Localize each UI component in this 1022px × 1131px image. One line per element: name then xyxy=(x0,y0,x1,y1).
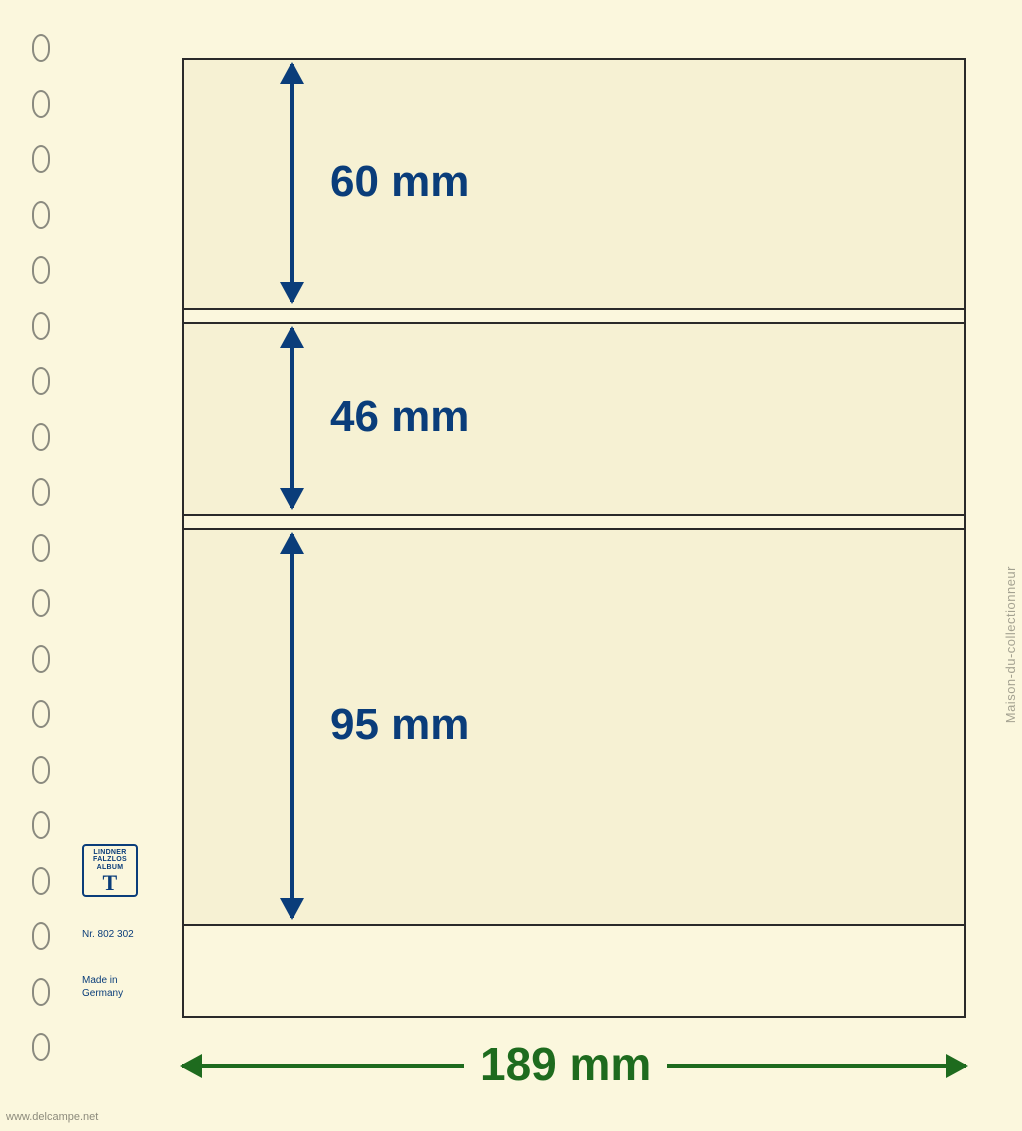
binder-hole xyxy=(32,645,50,673)
product-reference: Nr. 802 302 xyxy=(82,928,134,941)
pocket-height-arrow xyxy=(290,64,294,302)
pocket-strip xyxy=(184,530,964,926)
brand-logo-box: LINDNER FALZLOS ALBUM T xyxy=(82,844,138,897)
binder-hole xyxy=(32,978,50,1006)
pocket-gap xyxy=(184,310,964,324)
binder-hole xyxy=(32,700,50,728)
binder-hole xyxy=(32,1033,50,1061)
binder-hole xyxy=(32,534,50,562)
logo-line2: FALZLOS xyxy=(86,856,134,863)
width-dimension-label: 189 mm xyxy=(464,1037,667,1091)
binder-hole xyxy=(32,867,50,895)
binder-hole xyxy=(32,90,50,118)
album-page: 189 mm LINDNER FALZLOS ALBUM T Nr. 802 3… xyxy=(0,0,1022,1131)
binder-hole xyxy=(32,201,50,229)
pocket-strip xyxy=(184,60,964,310)
binder-hole xyxy=(32,34,50,62)
logo-letter: T xyxy=(86,873,134,893)
watermark-seller: Maison-du-collectionneur xyxy=(1003,566,1018,723)
binder-hole xyxy=(32,811,50,839)
brand-logo: LINDNER FALZLOS ALBUM T xyxy=(82,844,138,897)
made-in-label: Made in Germany xyxy=(82,974,123,1000)
pocket-gap xyxy=(184,516,964,530)
binder-hole xyxy=(32,256,50,284)
pocket-height-label: 60 mm xyxy=(330,157,469,207)
binder-hole xyxy=(32,922,50,950)
watermark-url: www.delcampe.net xyxy=(6,1111,98,1123)
binder-hole xyxy=(32,423,50,451)
binder-hole xyxy=(32,478,50,506)
binder-hole xyxy=(32,145,50,173)
binder-hole xyxy=(32,312,50,340)
binder-hole xyxy=(32,756,50,784)
pocket-height-arrow xyxy=(290,534,294,918)
logo-line1: LINDNER xyxy=(86,849,134,856)
binder-hole xyxy=(32,367,50,395)
pocket-height-arrow xyxy=(290,328,294,508)
binder-hole xyxy=(32,589,50,617)
pocket-height-label: 95 mm xyxy=(330,700,469,750)
pocket-height-label: 46 mm xyxy=(330,392,469,442)
